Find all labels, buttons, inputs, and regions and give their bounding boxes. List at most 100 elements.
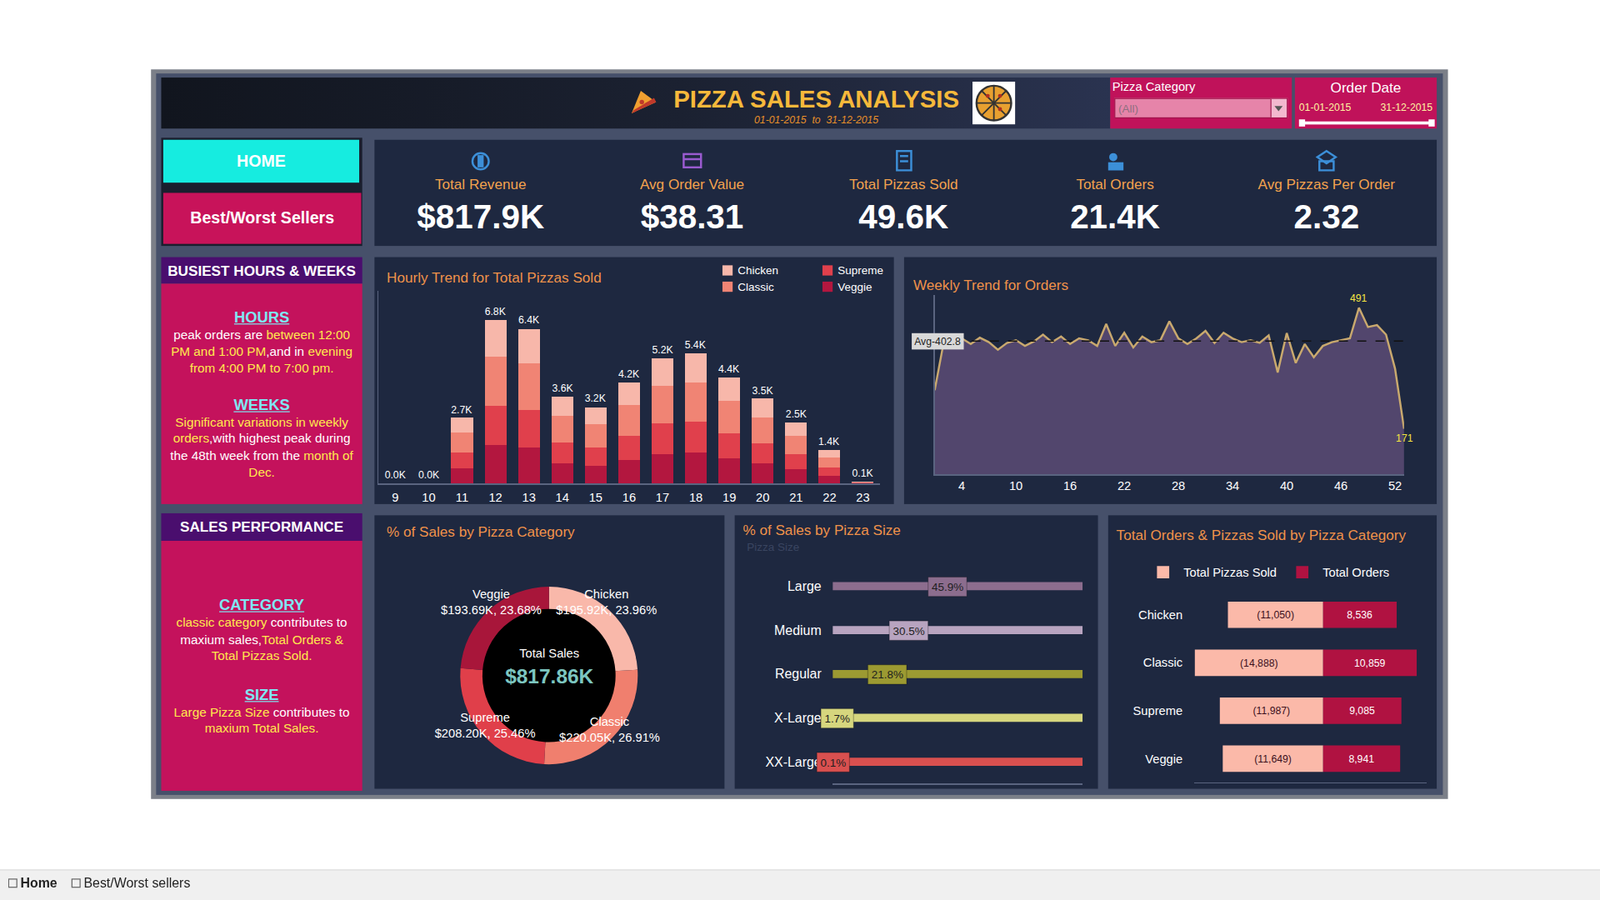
html-text:$817.9K: $817.9K [416, 198, 545, 236]
html-text:Significant variations in week: Significant variations in weekly orders,… [170, 414, 354, 480]
svg-text:22: 22 [822, 490, 836, 505]
svg-text:2.7K: 2.7K [450, 404, 473, 416]
svg-text:Veggie$193.69K, 23.68%: Veggie$193.69K, 23.68% [440, 587, 542, 617]
svg-text:Medium: Medium [774, 623, 822, 638]
svg-text:8,941: 8,941 [1348, 753, 1375, 765]
svg-text:45.9%: 45.9% [931, 580, 964, 594]
svg-text:12: 12 [488, 490, 502, 505]
svg-text:10: 10 [1009, 479, 1023, 493]
svg-text:(11,649): (11,649) [1254, 753, 1292, 765]
svg-text:6.4K: 6.4K [518, 314, 540, 326]
svg-text:Total Orders: Total Orders [1322, 565, 1390, 580]
html-text:$38.31: $38.31 [640, 198, 744, 236]
html-text:CATEGORY: CATEGORY [219, 595, 305, 614]
svg-text:% of Sales by Pizza Size: % of Sales by Pizza Size [742, 521, 900, 539]
html-text:21.4K: 21.4K [1070, 198, 1160, 236]
html-text:peak orders are between 12:00: peak orders are between 12:00 PM and 1:0… [170, 327, 353, 376]
html-text:WEEKS: WEEKS [233, 395, 290, 413]
svg-text:2.5K: 2.5K [785, 408, 808, 420]
svg-text:0.0K: 0.0K [418, 469, 440, 481]
svg-text:Chicken$195.92K, 23.96%: Chicken$195.92K, 23.96% [555, 587, 657, 617]
svg-text:Total Orders & Pizzas Sold by: Total Orders & Pizzas Sold by Pizza Cate… [1116, 526, 1407, 544]
svg-text:16: 16 [622, 490, 636, 505]
html-text:Order Date: Order Date [1330, 79, 1402, 96]
svg-text:Total Pizzas Sold: Total Pizzas Sold [1183, 565, 1277, 580]
svg-text:3.6K: 3.6K [551, 382, 574, 395]
svg-text:4: 4 [958, 479, 965, 493]
svg-text:8,536: 8,536 [1346, 609, 1373, 621]
svg-text:13: 13 [521, 490, 535, 505]
svg-text:Chicken: Chicken [1138, 608, 1183, 622]
html-text:Avg Order Value: Avg Order Value [639, 175, 745, 192]
svg-text:10: 10 [421, 490, 435, 505]
svg-text:28: 28 [1171, 479, 1185, 493]
svg-text:30.5%: 30.5% [892, 625, 925, 638]
svg-text:Avg-402.8: Avg-402.8 [914, 335, 961, 348]
svg-text:0.1K: 0.1K [851, 467, 874, 480]
svg-text:11: 11 [455, 490, 469, 505]
svg-text:40: 40 [1280, 479, 1294, 493]
svg-text:3.2K: 3.2K [585, 392, 607, 405]
svg-text:14: 14 [555, 490, 570, 505]
svg-text:Supreme: Supreme [1133, 704, 1184, 718]
svg-text:0.1%: 0.1% [820, 756, 847, 770]
svg-text:(11,987): (11,987) [1252, 705, 1290, 717]
svg-text:4.4K: 4.4K [718, 363, 740, 375]
svg-text:9: 9 [391, 490, 399, 505]
svg-text:4.2K: 4.2K [618, 368, 640, 380]
svg-text:491: 491 [1350, 292, 1368, 305]
svg-text:(11,050): (11,050) [1256, 609, 1295, 621]
svg-text:46: 46 [1334, 479, 1348, 493]
svg-text:Large: Large [787, 579, 822, 594]
svg-text:52: 52 [1388, 479, 1402, 493]
svg-text:X-Large: X-Large [774, 710, 822, 725]
html-text:BUSIEST HOURS & WEEKS: BUSIEST HOURS & WEEKS [167, 262, 356, 279]
svg-text:Pizza Size: Pizza Size [746, 540, 800, 554]
svg-text:20: 20 [755, 490, 770, 505]
svg-text:17: 17 [655, 490, 670, 505]
svg-text:Regular: Regular [775, 666, 822, 681]
svg-text:Weekly Trend for Orders: Weekly Trend for Orders [913, 276, 1069, 294]
svg-text:5.2K: 5.2K [651, 344, 674, 356]
svg-text:22: 22 [1117, 479, 1131, 493]
html-text:Total Revenue: Total Revenue [434, 175, 527, 192]
svg-text:15: 15 [589, 490, 603, 505]
svg-text:1.4K: 1.4K [818, 435, 840, 448]
svg-text:16: 16 [1063, 479, 1077, 493]
svg-text:Veggie: Veggie [1145, 752, 1183, 766]
html-text:HOME: HOME [236, 152, 286, 170]
svg-text:XX-Large: XX-Large [765, 755, 822, 770]
svg-text:3.5K: 3.5K [751, 385, 774, 397]
svg-text:34: 34 [1225, 479, 1240, 493]
svg-text:9,085: 9,085 [1349, 705, 1375, 717]
svg-text:$817.86K: $817.86K [505, 665, 594, 688]
svg-text:19: 19 [722, 490, 736, 505]
svg-text:6.8K: 6.8K [485, 305, 507, 318]
html-text:Total Orders: Total Orders [1076, 175, 1154, 192]
html-text:Total Pizzas Sold: Total Pizzas Sold [849, 175, 958, 192]
svg-text:Hourly Trend for Total Pizzas: Hourly Trend for Total Pizzas Sold [386, 269, 602, 286]
html-text:Avg Pizzas Per Order: Avg Pizzas Per Order [1258, 175, 1396, 192]
svg-text:171: 171 [1395, 432, 1414, 445]
svg-text:5.4K: 5.4K [685, 339, 707, 351]
html-text:HOURS: HOURS [234, 308, 290, 326]
svg-text:Supreme$208.20K, 25.46%: Supreme$208.20K, 25.46% [435, 710, 536, 740]
svg-text:Classic$220.05K, 26.91%: Classic$220.05K, 26.91% [559, 715, 660, 745]
svg-text:18: 18 [689, 490, 703, 505]
svg-text:Total Sales: Total Sales [519, 646, 580, 660]
svg-text:23: 23 [855, 490, 870, 505]
svg-text:% of Sales by Pizza Category: % of Sales by Pizza Category [386, 523, 575, 540]
svg-text:Classic: Classic [1143, 655, 1183, 670]
svg-text:21: 21 [789, 490, 803, 505]
svg-text:0.0K: 0.0K [385, 469, 407, 481]
html-text:2.32: 2.32 [1293, 198, 1360, 236]
svg-text:21.8%: 21.8% [871, 668, 904, 681]
html-text:Best/Worst Sellers: Best/Worst Sellers [190, 209, 335, 227]
svg-text:10,859: 10,859 [1354, 657, 1386, 670]
html-text:SIZE: SIZE [244, 685, 279, 703]
html-text:49.6K: 49.6K [858, 198, 949, 236]
svg-text:(14,888): (14,888) [1240, 657, 1279, 670]
html-text:PIZZA SALES ANALYSIS: PIZZA SALES ANALYSIS [673, 84, 960, 113]
html-text:classic category contributes t: classic category contributes to maxium s… [176, 615, 348, 664]
svg-text:1.7%: 1.7% [824, 712, 850, 725]
